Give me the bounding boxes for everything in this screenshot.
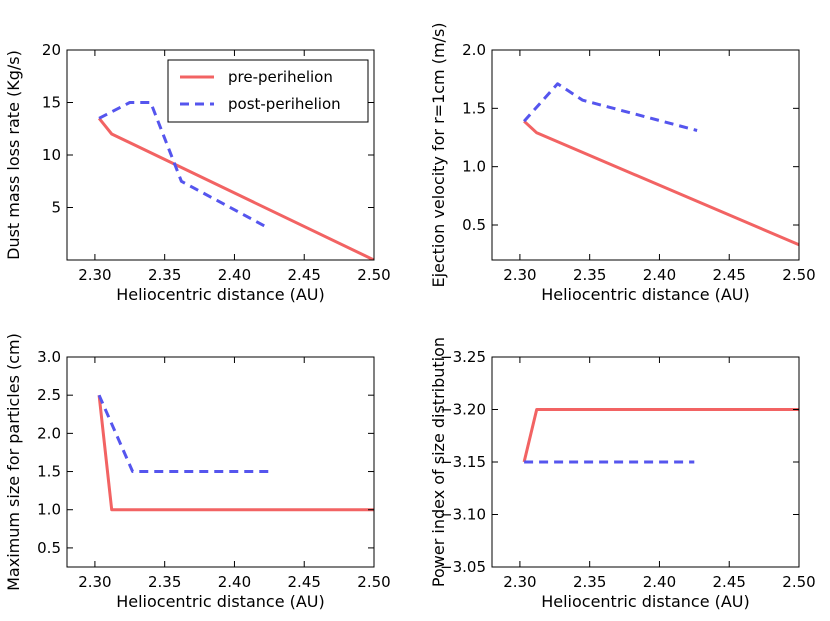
post-perihelion-line (522, 82, 698, 132)
y-tick-label: 1.5 (37, 463, 61, 481)
x-tick-label: 2.35 (573, 573, 606, 591)
pre-perihelion-line (97, 395, 374, 512)
post-perihelion-line (98, 101, 271, 230)
x-tick-label: 2.35 (148, 573, 181, 591)
y-tick-label: 2.0 (462, 41, 486, 59)
y-tick-label: 3.0 (37, 348, 61, 366)
y-tick-label: −3.05 (440, 558, 486, 576)
chart-panel-2: 2.30 2.35 2.40 2.45 2.50 0.5 1.0 1.5 2.0 Heliocen… (429, 22, 816, 304)
x-tick-label: 2.50 (357, 266, 390, 284)
y-tick-label: 1.5 (462, 99, 486, 117)
y-tick-label: 2.0 (37, 424, 61, 442)
plot-frame (66, 356, 375, 568)
y-tick-label: −3.10 (440, 506, 486, 524)
y-axis-label: Dust mass loss rate (Kg/s) (4, 50, 23, 260)
chart-panel-3: 2.30 2.35 2.40 2.45 2.50 0.5 1.0 1.5 2.0 2.5 3.0 He… (4, 333, 391, 611)
x-tick-label: 2.45 (713, 266, 746, 284)
x-tick-label: 2.40 (643, 573, 676, 591)
x-axis-label: Heliocentric distance (AU) (116, 592, 325, 611)
legend-label: pre-perihelion (228, 68, 333, 86)
y-axis-label: Power index of size distribution (429, 337, 448, 587)
x-tick-label: 2.35 (148, 266, 181, 284)
chart-panel-4: 2.30 2.35 2.40 2.45 2.50 −3.25 −3.20 −3.15 −3.10… (429, 337, 816, 611)
pre-perihelion-line (97, 117, 374, 260)
x-tick-label: 2.50 (357, 573, 390, 591)
y-tick-label: 0.5 (462, 216, 486, 234)
pre-perihelion-line (523, 120, 799, 247)
y-tick-label: 2.5 (37, 386, 61, 404)
y-tick-label: −3.20 (440, 401, 486, 419)
y-tick-label: 5 (51, 199, 61, 217)
x-tick-label: 2.30 (78, 266, 111, 284)
x-tick-label: 2.30 (503, 573, 536, 591)
y-tick-label: −3.15 (440, 453, 486, 471)
x-tick-label: 2.45 (288, 573, 321, 591)
x-tick-label: 2.45 (288, 266, 321, 284)
y-tick-label: 0.5 (37, 539, 61, 557)
chart-panel-1: 2.30 2.35 2.40 2.45 2.50 5 10 15 20 Heliocentric … (4, 41, 391, 304)
y-tick-label: 10 (42, 146, 61, 164)
y-tick-label: −3.25 (440, 348, 486, 366)
y-tick-label: 1.0 (462, 158, 486, 176)
legend-label: post-perihelion (228, 95, 341, 113)
x-tick-label: 2.40 (643, 266, 676, 284)
y-tick-label: 20 (42, 41, 61, 59)
x-axis-label: Heliocentric distance (AU) (541, 285, 750, 304)
x-tick-label: 2.50 (782, 266, 815, 284)
pre-perihelion-line (522, 408, 799, 463)
x-tick-label: 2.30 (503, 266, 536, 284)
x-axis-label: Heliocentric distance (AU) (116, 285, 325, 304)
x-tick-label: 2.45 (713, 573, 746, 591)
y-axis-label: Maximum size for particles (cm) (4, 333, 23, 591)
legend: pre-perihelion post-perihelion (167, 59, 369, 123)
x-tick-label: 2.40 (218, 266, 251, 284)
post-perihelion-line (97, 394, 270, 473)
plot-frame (491, 49, 800, 261)
legend-box (167, 59, 369, 123)
x-tick-label: 2.40 (218, 573, 251, 591)
x-axis-label: Heliocentric distance (AU) (541, 592, 750, 611)
x-tick-label: 2.35 (573, 266, 606, 284)
y-tick-label: 1.0 (37, 501, 61, 519)
y-tick-label: 15 (42, 94, 61, 112)
x-tick-label: 2.30 (78, 573, 111, 591)
x-tick-label: 2.50 (782, 573, 815, 591)
y-axis-label: Ejection velocity for r=1cm (m/s) (429, 22, 448, 287)
